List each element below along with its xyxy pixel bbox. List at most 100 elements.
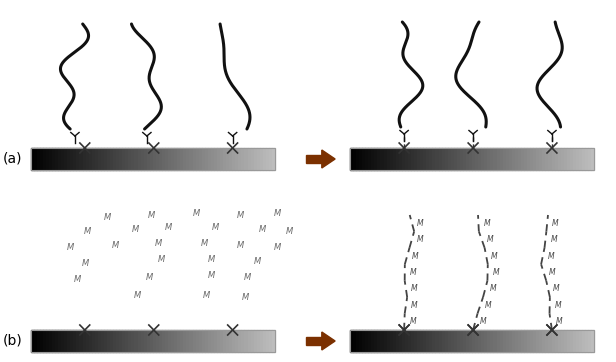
Bar [588, 148, 591, 170]
Bar [359, 330, 362, 352]
Text: M: M [480, 317, 487, 326]
Bar [573, 330, 576, 352]
Bar [381, 330, 384, 352]
Polygon shape [322, 332, 335, 350]
Bar [125, 330, 128, 352]
Bar [83, 330, 86, 352]
Bar [269, 148, 272, 170]
Bar [515, 330, 518, 352]
Bar [211, 330, 214, 352]
Bar [131, 148, 134, 170]
Text: M: M [411, 301, 418, 310]
Bar [70, 330, 73, 352]
Bar [490, 148, 493, 170]
Text: M: M [554, 301, 561, 310]
Bar [445, 330, 448, 352]
Bar [238, 148, 241, 170]
Bar [171, 330, 174, 352]
Bar [76, 330, 79, 352]
Bar [95, 330, 98, 352]
Bar [193, 330, 195, 352]
Bar [454, 148, 457, 170]
Bar [542, 148, 545, 170]
Bar [567, 330, 570, 352]
Bar [570, 148, 573, 170]
Bar [165, 148, 168, 170]
Bar [205, 330, 208, 352]
Text: M: M [203, 291, 209, 300]
Bar [251, 148, 254, 170]
Bar [378, 330, 381, 352]
Bar [193, 148, 195, 170]
Bar [503, 330, 506, 352]
Bar [104, 148, 107, 170]
Bar [49, 148, 52, 170]
Bar [208, 330, 211, 352]
Bar [150, 330, 153, 352]
Bar [162, 330, 165, 352]
Bar [506, 148, 509, 170]
Bar [229, 148, 232, 170]
Bar [110, 148, 113, 170]
Bar [545, 148, 548, 170]
Bar [490, 330, 493, 352]
Text: M: M [237, 210, 244, 219]
Bar [144, 148, 147, 170]
Bar [389, 330, 392, 352]
Bar [540, 148, 542, 170]
Bar [389, 148, 392, 170]
Text: M: M [84, 227, 91, 236]
Bar [472, 148, 475, 170]
Text: M: M [104, 214, 111, 223]
Bar [306, 337, 322, 345]
Bar [362, 148, 365, 170]
Bar [442, 148, 445, 170]
Bar [137, 330, 140, 352]
Text: M: M [208, 272, 214, 281]
Bar [457, 330, 460, 352]
Bar [119, 330, 122, 352]
Text: M: M [82, 260, 89, 269]
Bar [375, 148, 378, 170]
Bar [405, 148, 408, 170]
Bar [591, 330, 594, 352]
Bar [466, 330, 469, 352]
Bar [220, 330, 223, 352]
Bar [34, 330, 37, 352]
Text: M: M [490, 285, 496, 294]
Bar [426, 330, 429, 352]
Bar [384, 330, 387, 352]
Bar [432, 330, 436, 352]
Bar [254, 330, 257, 352]
Bar [564, 148, 567, 170]
Bar [350, 148, 353, 170]
Bar [436, 330, 439, 352]
Text: M: M [237, 240, 244, 249]
Bar [557, 330, 561, 352]
Bar [436, 148, 439, 170]
Bar [423, 330, 426, 352]
Bar [365, 330, 368, 352]
Bar [350, 330, 594, 352]
Bar [86, 330, 89, 352]
Bar [509, 330, 512, 352]
Text: M: M [484, 219, 490, 228]
Bar [533, 148, 537, 170]
Bar [423, 148, 426, 170]
Text: M: M [411, 285, 418, 294]
Bar [579, 148, 582, 170]
Bar [362, 330, 365, 352]
Bar [147, 148, 150, 170]
Bar [445, 148, 448, 170]
Bar [144, 330, 147, 352]
Bar [537, 330, 540, 352]
Bar [417, 148, 420, 170]
Text: M: M [158, 256, 165, 265]
Bar [49, 330, 52, 352]
Bar [545, 330, 548, 352]
Text: M: M [410, 268, 416, 277]
Bar [113, 330, 116, 352]
Bar [95, 148, 98, 170]
Bar [217, 330, 220, 352]
Bar [104, 330, 107, 352]
